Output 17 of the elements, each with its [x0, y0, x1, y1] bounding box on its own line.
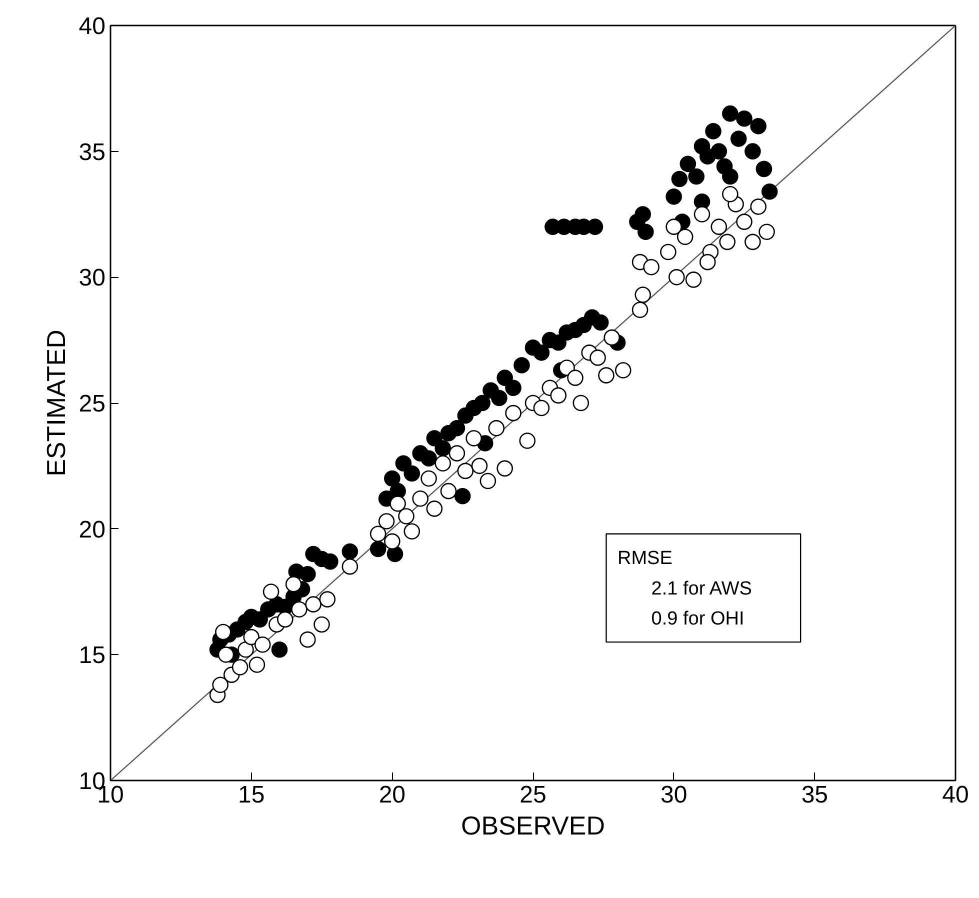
- y-tick-label: 15: [78, 642, 106, 670]
- y-tick-label: 25: [78, 390, 106, 418]
- annotation: RMSE: [618, 548, 672, 570]
- x-tick-label: 15: [238, 782, 265, 808]
- x-axis-title: OBSERVED: [460, 810, 606, 840]
- x-tick-label: 25: [520, 782, 546, 808]
- y-tick-label: 35: [78, 138, 106, 166]
- y-tick-label: 40: [78, 13, 106, 40]
- y-tick-label: 20: [78, 516, 106, 544]
- x-tick-label: 30: [660, 782, 688, 808]
- annotation: 2.1 for AWS: [651, 578, 752, 600]
- annotation: 0.9 for OHI: [651, 608, 744, 630]
- x-tick-label: 35: [801, 782, 828, 808]
- y-axis-title: ESTIMATED: [40, 330, 71, 476]
- y-tick-label: 30: [78, 264, 106, 292]
- x-tick-label: 20: [378, 782, 406, 808]
- x-tick-label: 40: [942, 782, 969, 808]
